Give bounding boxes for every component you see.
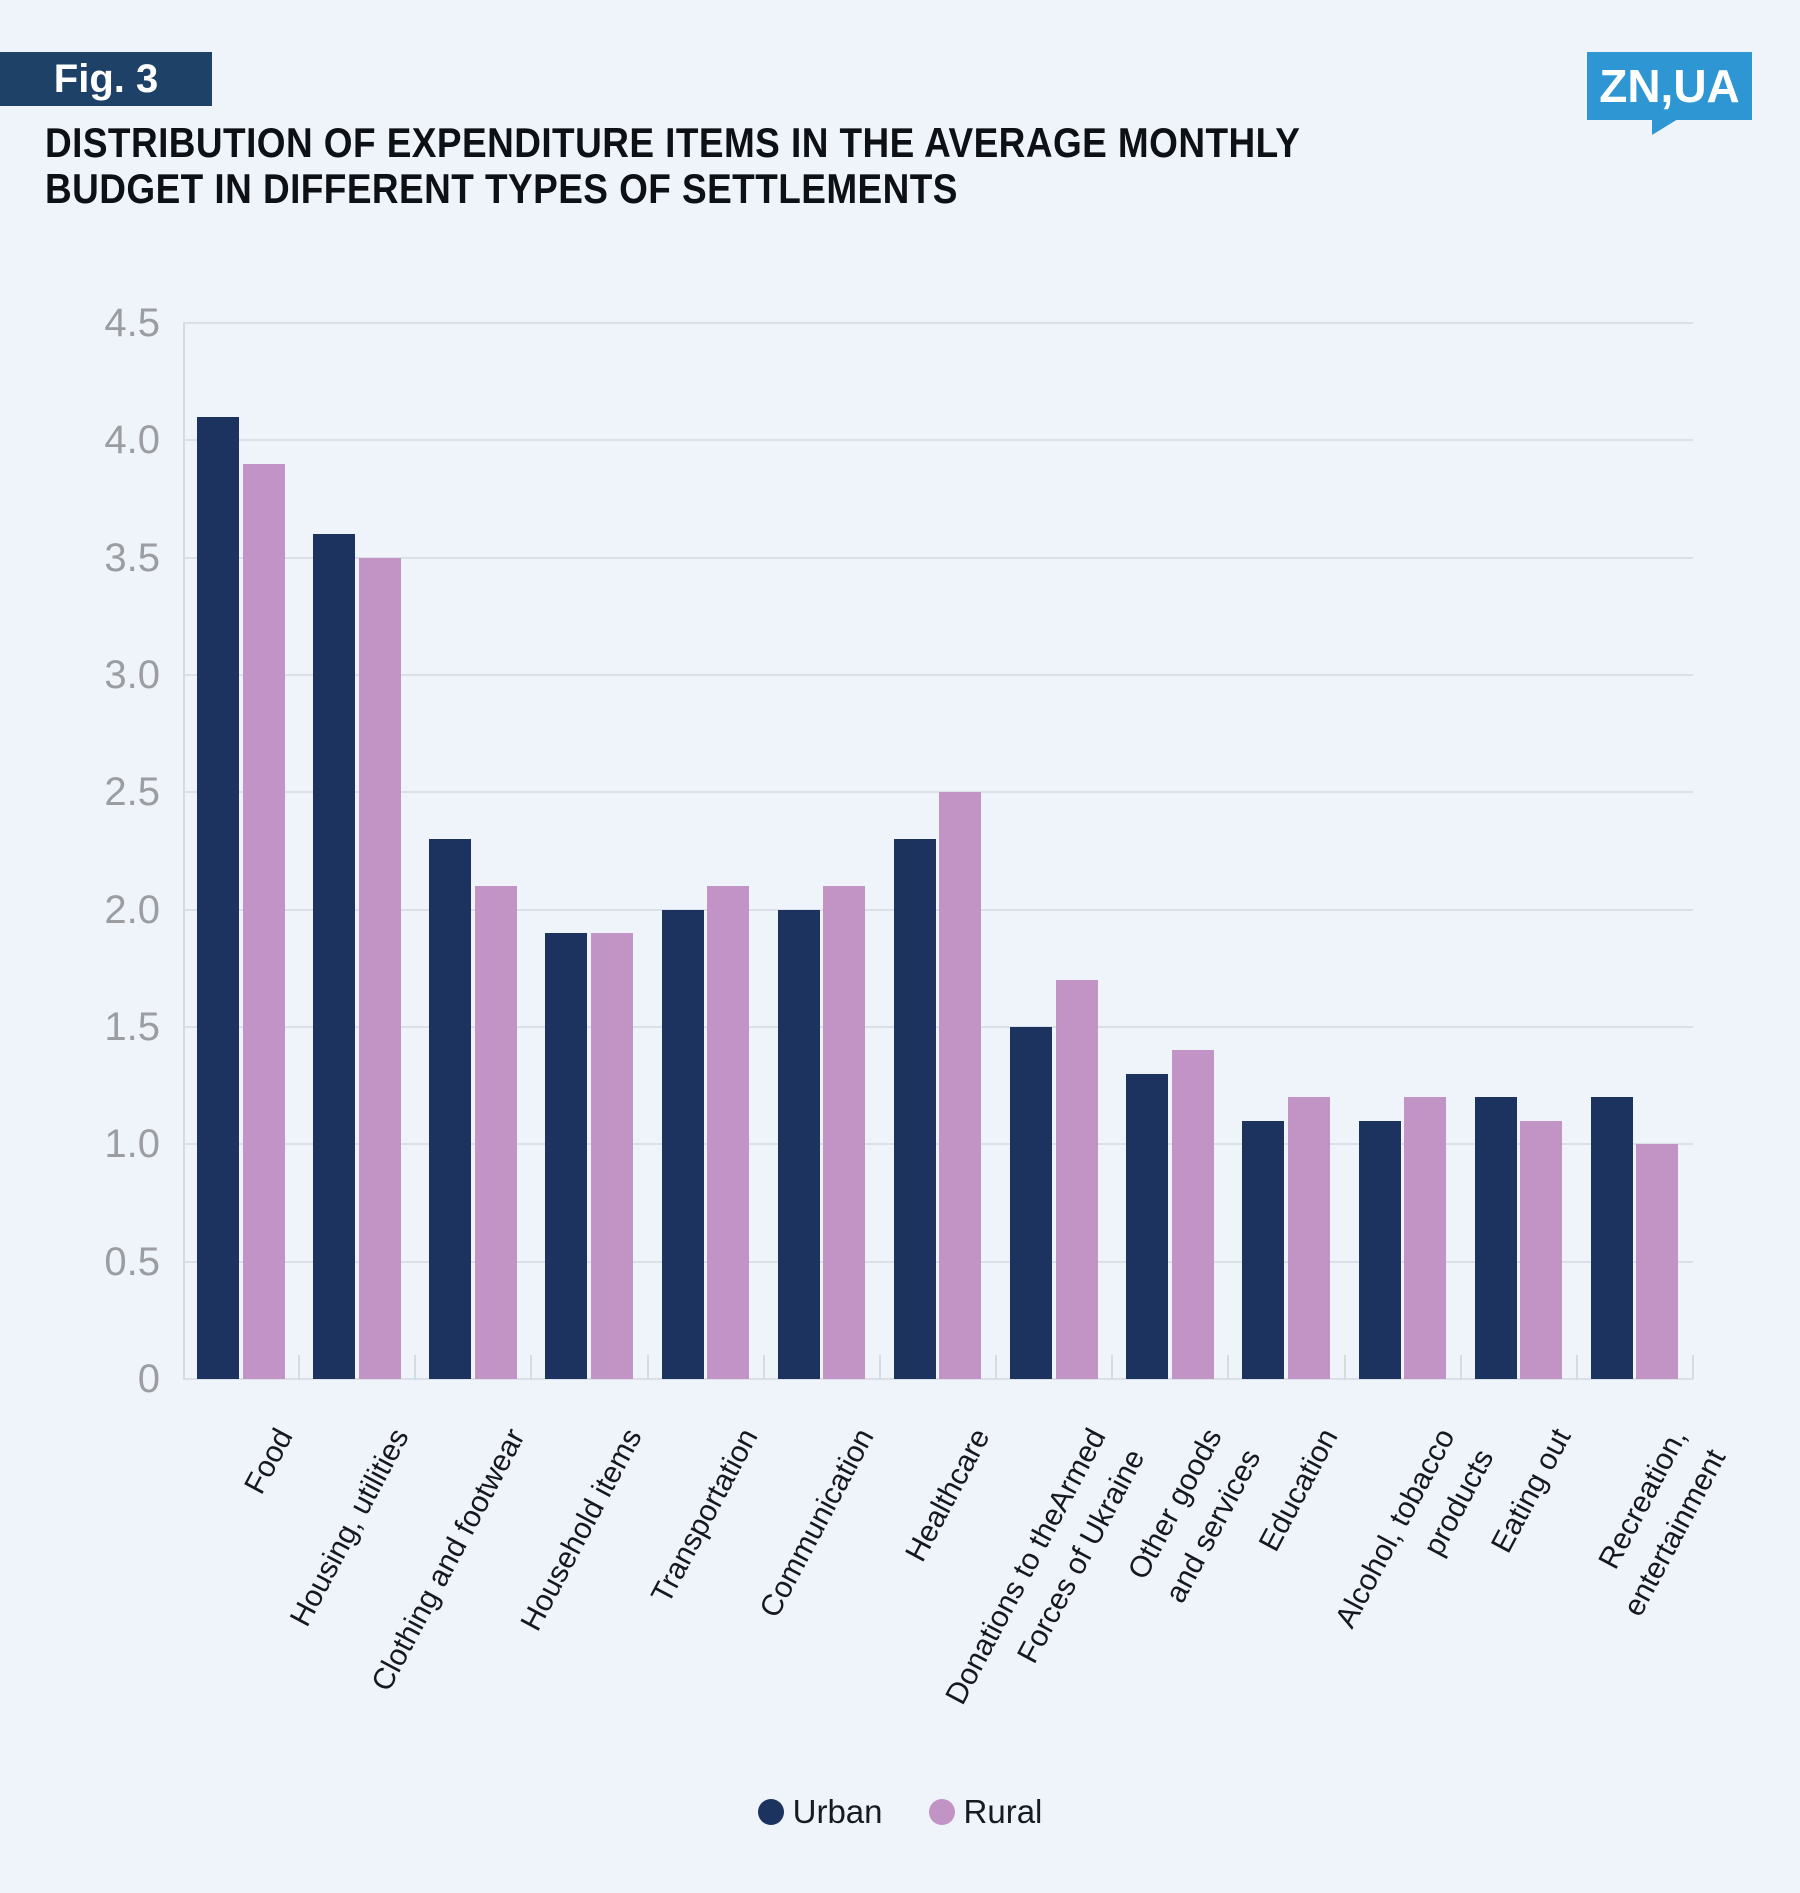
x-axis-tick [298, 1355, 301, 1379]
y-axis-label: 3.5 [104, 535, 160, 580]
x-axis-label: Healthcare [899, 1423, 997, 1567]
x-axis-label: Transportation [644, 1423, 765, 1609]
bar-rural [1287, 1097, 1330, 1379]
bar-rural [242, 463, 285, 1379]
x-axis-tick [530, 1355, 533, 1379]
bar-urban [429, 839, 472, 1379]
x-axis-label: Education [1253, 1423, 1346, 1557]
x-axis-label: Recreation, entertainment [1592, 1423, 1733, 1622]
x-axis-label: Household items [514, 1423, 649, 1637]
gridline [183, 791, 1693, 794]
legend-item-urban: Urban [757, 1793, 883, 1831]
y-axis-label: 3.0 [104, 653, 160, 697]
x-axis-tick [878, 1355, 881, 1379]
gridline [183, 1378, 1693, 1380]
y-axis-label: 1.0 [104, 1122, 160, 1167]
znua-logo: ZN,UA [1587, 52, 1752, 120]
bar-urban [661, 909, 704, 1379]
rural-legend-dot-icon [928, 1799, 955, 1825]
bar-urban [1474, 1097, 1517, 1379]
bar-urban [1010, 1027, 1053, 1379]
y-axis-label: 0 [137, 1357, 160, 1401]
x-axis-tick [1692, 1355, 1694, 1379]
legend-item-rural: Rural [928, 1793, 1043, 1831]
bar-urban [893, 839, 936, 1379]
gridline [183, 1026, 1693, 1028]
y-axis-label: 1.5 [104, 1005, 160, 1049]
bar-rural [358, 557, 401, 1379]
bar-urban [777, 909, 820, 1379]
bar-rural [1055, 980, 1098, 1379]
bar-rural [1520, 1120, 1563, 1379]
y-axis-label: 2.0 [104, 887, 160, 932]
chart-title: DISTRIBUTION OF EXPENDITURE ITEMS IN THE… [45, 120, 1330, 212]
x-axis-tick [1227, 1355, 1230, 1379]
x-axis-label: Other goods and services [1122, 1423, 1268, 1609]
x-axis-tick [646, 1355, 649, 1379]
znua-logo-text: ZN,UA [1599, 60, 1740, 112]
bar-rural [1171, 1050, 1214, 1379]
gridline [183, 439, 1693, 442]
znua-logo-tail [1652, 119, 1678, 135]
bar-urban [545, 933, 588, 1379]
bar-rural [590, 933, 633, 1379]
gridline [183, 1143, 1693, 1146]
gridline [183, 674, 1693, 676]
x-axis-tick [414, 1355, 417, 1379]
figure-number-badge: Fig. 3 [0, 52, 212, 106]
bar-urban [197, 416, 239, 1379]
chart-title-line1: DISTRIBUTION OF EXPENDITURE ITEMS IN THE… [45, 119, 1301, 166]
gridline [183, 322, 1693, 324]
y-axis-label: 4.5 [104, 301, 160, 345]
gridline [183, 1260, 1693, 1263]
urban-legend-dot-icon [757, 1799, 784, 1825]
x-axis-tick [762, 1355, 765, 1379]
x-axis-label: Food [238, 1423, 300, 1500]
bar-urban [313, 534, 356, 1379]
y-axis-label: 0.5 [104, 1239, 160, 1284]
y-axis-label: 4.0 [104, 418, 160, 463]
x-axis-tick [1111, 1355, 1114, 1379]
bar-rural [474, 886, 517, 1379]
chart-title-line2: BUDGET IN DIFFERENT TYPES OF SETTLEMENTS [45, 165, 958, 212]
y-axis-line [183, 323, 185, 1379]
bar-rural [1404, 1097, 1447, 1379]
bar-urban [1590, 1097, 1633, 1379]
y-axis-label: 2.5 [104, 770, 160, 815]
x-axis-label: Alcohol, tobacco products [1328, 1423, 1501, 1634]
bar-rural [707, 886, 750, 1379]
gridline [183, 908, 1693, 911]
bar-rural [1636, 1144, 1679, 1379]
figure-number-label: Fig. 3 [53, 56, 159, 101]
bar-rural [823, 886, 866, 1379]
gridline [183, 556, 1693, 559]
bar-rural [939, 792, 982, 1379]
x-axis-label: Communication [753, 1423, 881, 1623]
urban-legend-label: Urban [792, 1793, 883, 1830]
x-axis-tick [1343, 1355, 1346, 1379]
x-axis-label: Eating out [1484, 1423, 1578, 1559]
x-axis-label: Housing, utilities [284, 1423, 416, 1632]
bar-urban [1242, 1120, 1285, 1379]
x-axis-tick [1575, 1355, 1578, 1379]
bar-urban [1126, 1073, 1169, 1379]
bar-urban [1358, 1120, 1401, 1379]
chart-legend: Urban Rural [0, 1786, 1800, 1838]
x-axis-tick [995, 1355, 998, 1379]
rural-legend-label: Rural [963, 1793, 1043, 1830]
x-axis-tick [1459, 1355, 1462, 1379]
